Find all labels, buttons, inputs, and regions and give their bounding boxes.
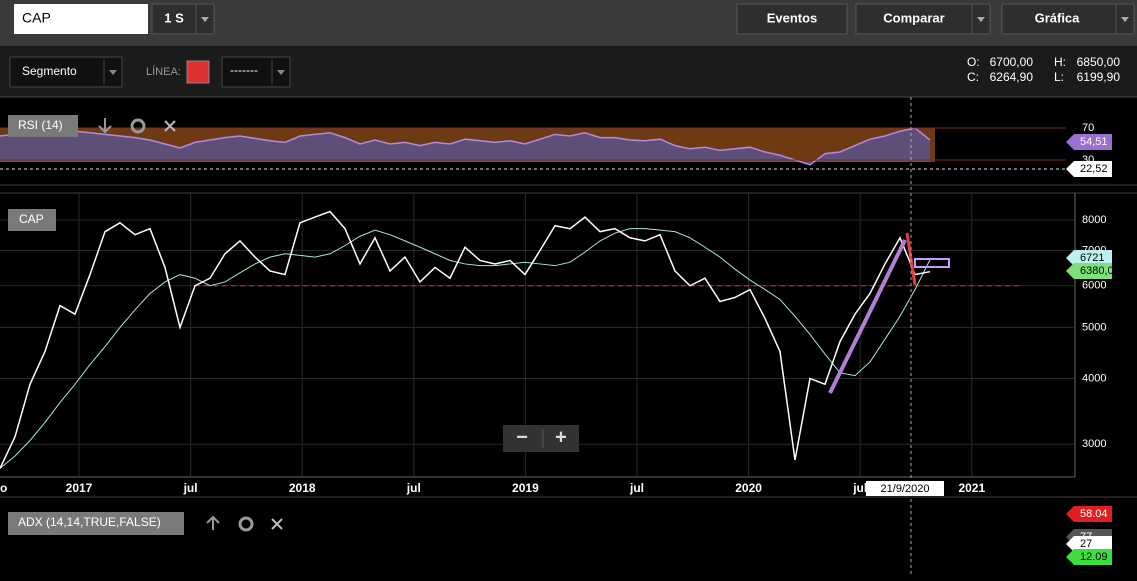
dropdown-arrow: [1121, 17, 1129, 22]
value-tag-text: 22,52: [1080, 163, 1108, 175]
zoom-in[interactable]: +: [555, 426, 567, 448]
compare-text: Comparar: [883, 10, 944, 25]
dropdown-arrow: [201, 17, 209, 22]
x-tick-label: o: [0, 481, 7, 495]
ma-line: [0, 228, 931, 469]
symbol-input[interactable]: [14, 4, 148, 34]
ohlc-value: 6700,00: [990, 55, 1034, 69]
segment-text: Segmento: [22, 64, 77, 78]
ohlc-label: O:: [967, 55, 980, 69]
y-tick-label: 6000: [1082, 280, 1106, 292]
y-tick-label: 3000: [1082, 438, 1106, 450]
symbol-text: CAP: [22, 10, 51, 26]
rsi-label-box: [8, 115, 78, 137]
x-tick-label: 2021: [958, 481, 985, 495]
move-icon[interactable]: [98, 118, 112, 134]
x-tick-label: jul: [406, 481, 421, 495]
x-tick-label: 2017: [66, 481, 93, 495]
dropdown-arrow: [277, 70, 285, 75]
ohlc-value: 6264,90: [990, 70, 1034, 84]
ohlc-value: 6199,90: [1077, 70, 1121, 84]
value-tag: [1066, 263, 1112, 279]
value-tag-text: 6721: [1080, 252, 1104, 264]
rsi-tick-label: 70: [1082, 122, 1094, 134]
events-button[interactable]: [736, 3, 848, 35]
zoom-bar: [503, 425, 579, 452]
ohlc-label: H:: [1054, 55, 1066, 69]
zoom-out[interactable]: −: [516, 426, 528, 448]
x-tick-label: 2019: [512, 481, 539, 495]
move-icon[interactable]: [206, 515, 220, 530]
close-icon[interactable]: [271, 518, 283, 530]
y-tick-label: 8000: [1082, 214, 1106, 226]
value-tag-text: 27: [1080, 538, 1092, 550]
settings-icon[interactable]: [238, 516, 254, 532]
x-tick-label: 2020: [735, 481, 762, 495]
compare-button[interactable]: [855, 3, 973, 35]
crosshair-box: [866, 481, 944, 496]
ohlc-label: L:: [1054, 70, 1064, 84]
price-label-box: [8, 209, 56, 231]
adx-label-box: [8, 512, 184, 535]
events-text: Eventos: [767, 10, 818, 25]
dropdown-arrow: [109, 70, 117, 75]
x-tick-label: jul: [183, 481, 198, 495]
chart-text: Gráfica: [1035, 10, 1081, 25]
x-tick-label: jul: [629, 481, 644, 495]
value-tag-text: 6380,00: [1080, 265, 1120, 277]
segment-select[interactable]: [9, 56, 123, 88]
price-label: CAP: [19, 212, 44, 226]
y-tick-label: 5000: [1082, 321, 1106, 333]
rsi-label: RSI (14): [18, 118, 63, 132]
close-icon[interactable]: [164, 120, 176, 132]
value-tag-text: 58.04: [1080, 508, 1108, 520]
crosshair-label: 21/9/2020: [881, 483, 930, 495]
rsi-line: [0, 127, 931, 166]
range-drawing: [914, 258, 950, 268]
value-tag-text: 12.09: [1080, 551, 1108, 563]
y-tick-label: 4000: [1082, 372, 1106, 384]
dropdown-arrow: [977, 17, 985, 22]
ohlc-label: C:: [967, 70, 979, 84]
line-style-text: -------: [230, 63, 258, 77]
x-tick-label: jul: [852, 481, 867, 495]
value-tag: [1066, 161, 1112, 177]
line-label: LÍNEA:: [146, 65, 181, 78]
settings-icon[interactable]: [130, 118, 146, 134]
value-tag: [1066, 536, 1112, 552]
price-line: [0, 210, 931, 469]
value-tag: [1066, 506, 1112, 522]
period-text: 1 S: [164, 10, 184, 25]
line-color[interactable]: [186, 60, 210, 84]
value-tag: [1066, 549, 1112, 565]
x-tick-label: 2018: [289, 481, 316, 495]
value-tag-text: 54,51: [1080, 136, 1108, 148]
ohlc-value: 6850,00: [1077, 55, 1121, 69]
value-tag: [1066, 250, 1112, 266]
value-tag: [1066, 134, 1112, 150]
trend-drawing: [828, 239, 907, 394]
adx-label: ADX (14,14,TRUE,FALSE): [18, 515, 161, 529]
